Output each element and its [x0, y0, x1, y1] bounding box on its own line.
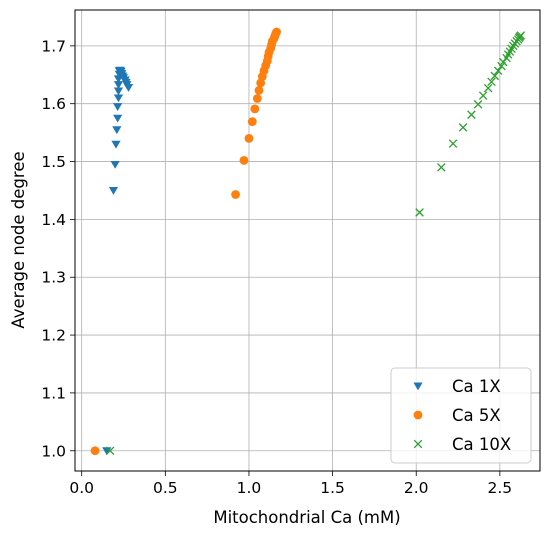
data-point	[111, 140, 121, 149]
x-tick-label: 0.5	[153, 479, 178, 497]
legend-label: Ca 10X	[452, 435, 511, 454]
data-point	[487, 77, 496, 86]
data-point	[250, 104, 260, 114]
legend-item: Ca 1X	[413, 377, 501, 396]
x-axis-ticks: 0.0 0.5 1.0 1.5 2.0 2.5	[69, 471, 512, 497]
y-tick-label: 1.7	[41, 37, 66, 55]
y-tick-label: 1.4	[41, 211, 66, 229]
x-tick-label: 1.0	[237, 479, 262, 497]
data-point	[252, 94, 262, 103]
x-tick-label: 1.5	[320, 479, 345, 497]
data-point	[247, 117, 257, 127]
y-tick-label: 1.3	[41, 269, 66, 287]
data-point	[467, 110, 476, 119]
legend: Ca 1X Ca 5X Ca 10X	[390, 367, 532, 464]
data-point	[231, 190, 240, 199]
y-tick-label: 1.0	[41, 442, 66, 460]
x-tick-label: 0.0	[69, 479, 94, 497]
y-tick-label: 1.1	[41, 384, 66, 402]
data-point	[478, 91, 488, 100]
data-point	[490, 71, 500, 81]
legend-label: Ca 1X	[452, 377, 501, 396]
data-point	[458, 123, 468, 132]
data-point	[244, 134, 254, 143]
data-point	[113, 103, 123, 111]
data-point	[483, 83, 493, 93]
y-tick-label: 1.6	[41, 95, 66, 113]
series-ca-1x	[102, 66, 134, 456]
data-series	[90, 27, 526, 456]
series-ca-10x	[105, 31, 526, 456]
data-point	[105, 446, 115, 456]
data-point	[516, 31, 526, 40]
data-point	[473, 100, 483, 109]
data-point	[110, 160, 120, 169]
data-point	[272, 27, 281, 37]
data-point	[493, 66, 503, 75]
legend-marker	[413, 410, 423, 420]
y-axis-ticks: 1.0 1.1 1.2 1.3 1.4 1.5 1.6 1.7	[41, 37, 75, 460]
data-point	[254, 86, 264, 95]
y-tick-label: 1.5	[41, 153, 66, 171]
data-point	[108, 187, 119, 195]
data-point	[437, 163, 446, 172]
y-axis-label: Average node degree	[9, 151, 28, 328]
x-tick-label: 2.0	[404, 479, 429, 497]
data-point	[239, 155, 249, 165]
data-point	[90, 446, 100, 456]
data-point	[113, 114, 123, 123]
series-ca-5x	[90, 27, 281, 456]
legend-item: Ca 10X	[413, 435, 511, 454]
data-point	[123, 84, 134, 92]
data-point	[113, 94, 124, 103]
data-point	[112, 126, 122, 135]
x-axis-label: Mitochondrial Ca (mM)	[213, 508, 400, 527]
data-point	[113, 87, 124, 96]
legend-box	[390, 367, 532, 464]
legend-label: Ca 5X	[452, 406, 501, 425]
legend-marker	[413, 382, 423, 391]
data-point	[415, 208, 424, 217]
legend-marker	[413, 439, 423, 449]
y-tick-label: 1.2	[41, 327, 66, 345]
data-point	[113, 81, 124, 89]
plot-frame	[74, 9, 541, 472]
legend-item: Ca 5X	[413, 406, 501, 425]
x-tick-label: 2.5	[488, 479, 513, 497]
data-point	[448, 139, 458, 148]
